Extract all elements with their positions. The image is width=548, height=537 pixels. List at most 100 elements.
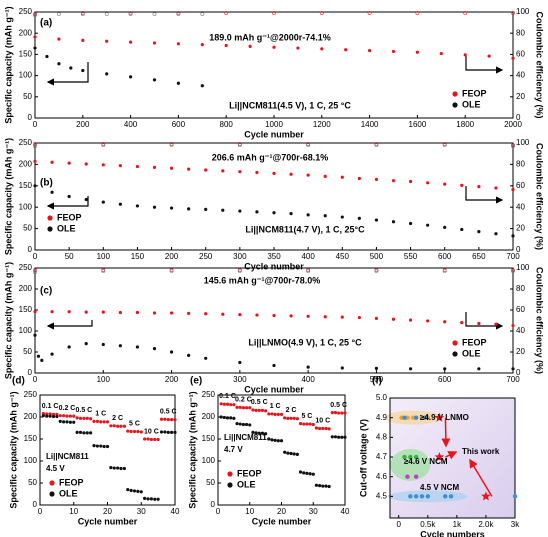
point: [443, 494, 448, 499]
star-point: [481, 491, 491, 501]
rate-label: 10 C: [315, 417, 330, 424]
point: [477, 185, 481, 189]
point: [337, 435, 341, 439]
ce-point: [128, 12, 133, 17]
x-tick-label: 300: [233, 252, 247, 261]
point: [204, 168, 208, 172]
point: [426, 319, 430, 323]
ce-point: [306, 269, 311, 274]
x-tick-label: 250: [199, 252, 213, 261]
legend-label: OLE: [462, 99, 481, 109]
point: [55, 412, 59, 416]
point: [50, 190, 54, 194]
point: [57, 37, 61, 41]
x-tick-label: 700: [506, 375, 520, 384]
x-tick-label: 20: [277, 507, 286, 516]
x-tick-label: 0.5k: [420, 520, 436, 529]
y-tick-label: 50: [206, 478, 215, 487]
rate-label: 0.5 C: [76, 407, 93, 414]
point: [267, 437, 271, 441]
ce-point: [169, 268, 174, 273]
y2-tick-label: 40: [516, 202, 525, 211]
annotation: Li||NCM811(4.7 V), 1 C, 25°C: [245, 224, 365, 234]
legend-label: FEOP: [57, 212, 82, 222]
y-axis-label: Specific capacity (mAh g⁻¹): [3, 6, 13, 123]
point: [343, 411, 347, 415]
legend-marker: [452, 351, 458, 357]
point: [75, 430, 79, 434]
point: [109, 424, 113, 428]
x-tick-label: 10: [245, 507, 254, 516]
x-tick-label: 100: [97, 252, 111, 261]
point: [48, 414, 52, 418]
point: [460, 321, 464, 325]
point: [235, 422, 239, 426]
point: [62, 420, 66, 424]
point: [306, 213, 310, 217]
x-tick-label: 100: [97, 375, 111, 384]
point: [254, 431, 258, 435]
rate-label: 0.2 C: [235, 397, 252, 404]
point: [163, 430, 167, 434]
point: [122, 424, 126, 428]
point: [225, 402, 230, 406]
point: [511, 188, 515, 192]
y-axis-label: Specific capacity (mAh g⁻¹): [3, 138, 13, 255]
point: [318, 484, 322, 488]
point: [232, 403, 236, 407]
x-tick-label: 500: [370, 375, 384, 384]
y-tick-label: 4.6: [376, 472, 388, 481]
point: [67, 345, 71, 349]
ce-point: [442, 143, 447, 148]
y-tick-label: 150: [202, 434, 216, 443]
ce-point: [511, 11, 515, 15]
point: [95, 444, 99, 448]
point: [276, 412, 280, 416]
y-tick-label: 50: [23, 92, 32, 101]
point: [306, 173, 310, 177]
y-tick-label: 150: [19, 50, 33, 59]
legend-label: OLE: [462, 348, 481, 358]
point: [272, 45, 276, 49]
point: [116, 424, 120, 428]
point: [101, 342, 105, 347]
point: [272, 211, 276, 215]
x-tick-label: 30: [137, 507, 146, 516]
point: [296, 46, 300, 50]
x-tick-label: 1600: [409, 120, 427, 129]
x-tick-label: 0: [33, 375, 38, 384]
point: [92, 444, 96, 448]
point: [238, 170, 242, 174]
point: [82, 431, 86, 435]
point: [33, 333, 37, 337]
point: [477, 229, 481, 234]
legend-label: FEOP: [462, 337, 487, 347]
ce-point: [367, 11, 372, 15]
axes-frame: [34, 267, 514, 374]
point: [477, 321, 481, 326]
y-tick-label: 250: [19, 138, 33, 147]
y2-tick-label: 40: [516, 71, 525, 80]
point: [408, 179, 413, 184]
point: [219, 402, 223, 406]
point: [33, 310, 37, 314]
x-axis-label: Cycle numbers: [420, 529, 485, 537]
y-axis-label: Specific capacity (mAh g⁻¹): [187, 391, 197, 508]
x-axis-label: Cycle number: [244, 384, 304, 394]
point: [99, 444, 103, 448]
arrow: [441, 417, 451, 448]
point: [295, 417, 299, 421]
y-tick-label: 250: [24, 390, 38, 399]
x-tick-label: 3k: [511, 520, 520, 529]
point: [136, 489, 140, 493]
point: [118, 202, 122, 206]
x-tick-label: 1800: [456, 120, 474, 129]
panel-label: (d): [12, 376, 25, 387]
point: [119, 466, 123, 471]
y-tick-label: 50: [23, 224, 32, 233]
legend-label: FEOP: [462, 88, 487, 98]
x-axis-label: Cycle number: [252, 516, 312, 526]
point: [135, 345, 140, 349]
point: [408, 221, 413, 226]
ce-point: [57, 12, 61, 17]
